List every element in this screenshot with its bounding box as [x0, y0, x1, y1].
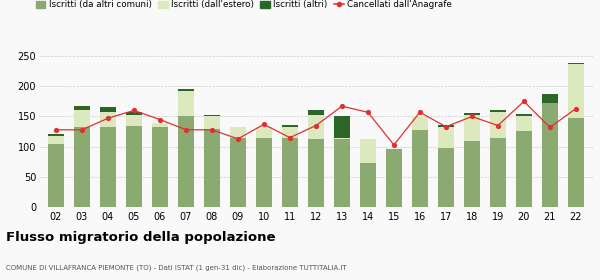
Text: COMUNE DI VILLAFRANCA PIEMONTE (TO) - Dati ISTAT (1 gen-31 dic) - Elaborazione T: COMUNE DI VILLAFRANCA PIEMONTE (TO) - Da…	[6, 265, 347, 271]
Bar	[48, 144, 64, 207]
Bar	[178, 116, 194, 207]
Bar	[48, 136, 64, 144]
Bar	[360, 139, 376, 163]
Bar	[100, 112, 116, 127]
Bar	[334, 138, 350, 139]
Bar	[490, 112, 506, 138]
Bar	[568, 118, 584, 207]
Bar	[360, 163, 376, 207]
Bar	[126, 125, 142, 207]
Bar	[464, 113, 480, 115]
Bar	[516, 131, 532, 207]
Bar	[516, 116, 532, 131]
Bar	[48, 134, 64, 136]
Bar	[126, 115, 142, 125]
Bar	[334, 116, 350, 138]
Bar	[282, 125, 298, 127]
Bar	[412, 116, 428, 130]
Bar	[230, 127, 246, 138]
Bar	[74, 127, 90, 207]
Bar	[100, 127, 116, 207]
Bar	[568, 64, 584, 118]
Bar	[490, 110, 506, 112]
Bar	[412, 130, 428, 207]
Bar	[204, 115, 220, 116]
Bar	[542, 103, 558, 207]
Bar	[152, 123, 168, 127]
Bar	[204, 116, 220, 129]
Bar	[308, 139, 324, 207]
Bar	[308, 115, 324, 139]
Bar	[230, 138, 246, 207]
Bar	[386, 148, 402, 207]
Bar	[568, 63, 584, 64]
Bar	[74, 106, 90, 110]
Bar	[308, 110, 324, 115]
Bar	[126, 112, 142, 115]
Bar	[438, 125, 454, 127]
Bar	[438, 148, 454, 207]
Bar	[256, 138, 272, 207]
Legend: Iscritti (da altri comuni), Iscritti (dall'estero), Iscritti (altri), Cancellati: Iscritti (da altri comuni), Iscritti (da…	[32, 0, 455, 13]
Bar	[464, 115, 480, 141]
Bar	[74, 110, 90, 127]
Bar	[282, 138, 298, 207]
Bar	[490, 138, 506, 207]
Bar	[438, 127, 454, 148]
Bar	[256, 127, 272, 138]
Bar	[334, 139, 350, 207]
Bar	[100, 107, 116, 112]
Bar	[204, 129, 220, 207]
Bar	[152, 127, 168, 207]
Bar	[282, 127, 298, 138]
Text: Flusso migratorio della popolazione: Flusso migratorio della popolazione	[6, 231, 275, 244]
Bar	[516, 114, 532, 116]
Bar	[178, 89, 194, 91]
Bar	[178, 91, 194, 116]
Bar	[464, 141, 480, 207]
Bar	[542, 94, 558, 103]
